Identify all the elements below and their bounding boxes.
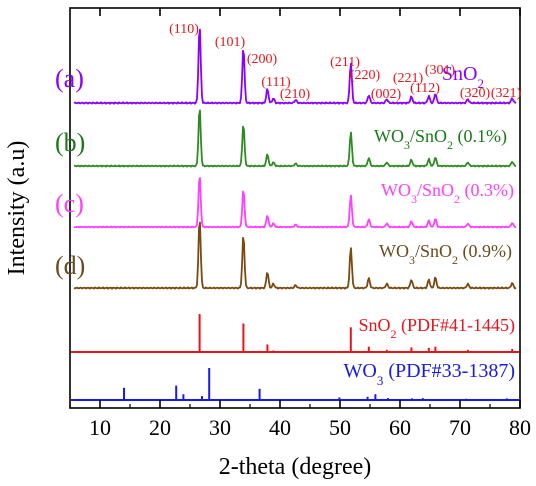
series-name-sub: 3 — [409, 253, 415, 267]
series-name: WO3/SnO2 (0.9%) — [379, 241, 512, 267]
peak-annotation: (002) — [371, 87, 402, 102]
x-axis-label: 2-theta (degree) — [219, 454, 372, 480]
x-tick-label: 40 — [269, 415, 291, 440]
plot-frame — [69, 7, 521, 409]
peak-annotation: (200) — [247, 52, 278, 67]
x-tick-label: 20 — [149, 415, 171, 440]
series-name-sub: 2 — [452, 253, 458, 267]
series-name-part: (0.1%) — [453, 126, 507, 147]
label-layer: (a) SnO2(b) WO3/SnO2 (0.1%)(c) WO3/SnO2 (0.… — [55, 22, 521, 388]
y-axis-label: Intensity (a.u) — [4, 141, 30, 276]
x-tick-label: 60 — [389, 415, 411, 440]
x-tick-label: 70 — [449, 415, 471, 440]
series-name-part: SnO — [442, 63, 478, 85]
series-name-sub: 2 — [478, 76, 485, 91]
series-name-part: WO — [374, 126, 404, 146]
peak-annotation: (301) — [425, 63, 456, 78]
peak-annotation: (320) — [460, 86, 491, 101]
reference-name-part: SnO — [358, 315, 390, 335]
peak-annotation: (210) — [280, 87, 311, 102]
reference-name-part: (PDF#41-1445) — [396, 315, 515, 336]
series-name-sub: 2 — [447, 138, 453, 152]
series-name-part: /SnO — [415, 241, 452, 261]
series-name-part: (0.9%) — [458, 241, 512, 262]
series-tag: (b) — [55, 128, 85, 157]
series-name-sub: 2 — [454, 192, 460, 206]
series-tag: (d) — [55, 251, 85, 280]
peak-annotation: (211) — [330, 55, 360, 70]
reference-name: WO3 (PDF#33-1387) — [344, 360, 516, 388]
series-name-part: WO — [381, 180, 411, 200]
peak-annotation: (110) — [169, 22, 199, 37]
x-tick-label: 80 — [509, 415, 531, 440]
x-tick-label: 50 — [329, 415, 351, 440]
reference-name-part: (PDF#33-1387) — [383, 360, 515, 382]
reference-name-part: WO — [344, 360, 377, 382]
series-name: WO3/SnO2 (0.3%) — [381, 180, 514, 206]
peak-annotation: (221) — [393, 71, 424, 86]
peak-annotation: (101) — [215, 35, 246, 50]
peak-annotation: (220) — [350, 68, 381, 83]
peak-annotation: (111) — [261, 75, 291, 90]
series-name-part: WO — [379, 241, 409, 261]
reference-name: SnO2 (PDF#41-1445) — [358, 315, 515, 341]
series-line — [73, 28, 517, 105]
series-name: SnO2 — [442, 63, 484, 91]
series-layer — [73, 28, 517, 290]
series-name-part: (0.3%) — [460, 180, 514, 201]
peak-annotation: (112) — [410, 81, 440, 96]
series-name-sub: 3 — [411, 192, 417, 206]
reference-name-sub: 3 — [377, 373, 384, 388]
reference-layer — [71, 314, 519, 401]
series-line — [73, 109, 517, 168]
series-tag: (a) — [55, 64, 84, 93]
series-tag: (c) — [55, 189, 84, 218]
series-name: WO3/SnO2 (0.1%) — [374, 126, 507, 152]
x-tick-label: 10 — [89, 415, 111, 440]
x-axis-ticks: 10 20 30 40 50 60 70 80 — [69, 8, 531, 440]
peak-annotation: (321) — [491, 86, 522, 101]
x-tick-label: 30 — [209, 415, 231, 440]
series-line — [73, 221, 517, 290]
series-line — [73, 176, 517, 229]
series-name-part: /SnO — [410, 126, 447, 146]
series-name-part: /SnO — [417, 180, 454, 200]
series-name-sub: 3 — [404, 138, 410, 152]
reference-name-sub: 2 — [390, 327, 396, 341]
